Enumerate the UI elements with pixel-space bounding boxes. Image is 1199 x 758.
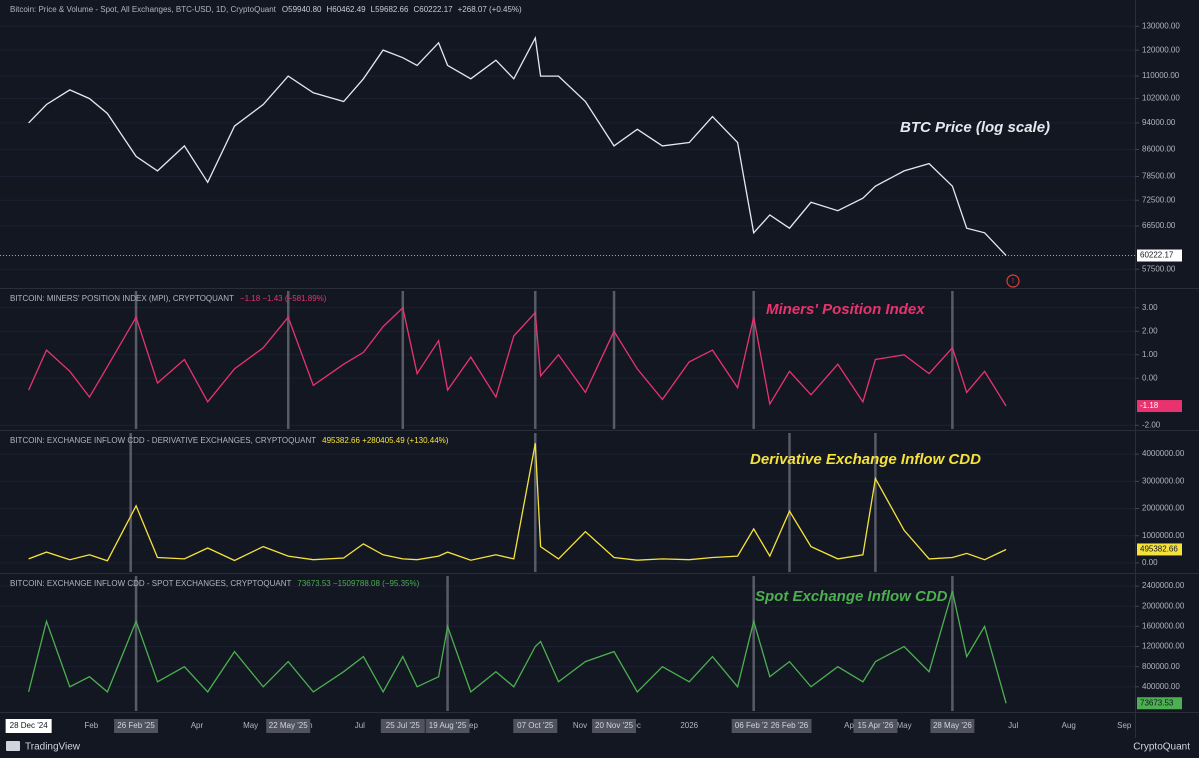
x-highlight-box — [853, 719, 898, 733]
y-tick-label: 130000.00 — [1142, 21, 1180, 30]
y-tick-label: 66500.00 — [1142, 221, 1176, 230]
y-tick-label: 4000000.00 — [1142, 449, 1185, 458]
annotation: Derivative Exchange Inflow CDD — [750, 451, 981, 468]
alert-circle — [1006, 274, 1020, 288]
x-highlight-label: 07 Oct '25 — [517, 721, 554, 730]
y-tick-label: 0.00 — [1142, 558, 1158, 567]
alert-icon: ! — [1012, 278, 1014, 285]
y-tick-label: 1600000.00 — [1142, 621, 1185, 630]
y-tick-label: 400000.00 — [1142, 682, 1180, 691]
annotation: Miners' Position Index — [766, 301, 925, 318]
x-tick-label: Apr — [844, 721, 857, 730]
series-line — [28, 35, 1007, 256]
x-highlight-label: 06 Feb '26 — [735, 721, 773, 730]
x-tick-label: Aug — [1062, 721, 1076, 730]
x-highlight-box — [380, 719, 425, 733]
ohlc-value: +268.07 (+0.45%) — [458, 5, 522, 14]
x-tick-label: Jul — [355, 721, 365, 730]
y-tick-label: 3.00 — [1142, 303, 1158, 312]
pane-title: Bitcoin: Price & Volume - Spot, All Exch… — [10, 5, 277, 14]
x-tick-label: 28 Dec '24 — [10, 721, 49, 730]
last-value-label: 73673.53 — [1140, 698, 1174, 707]
last-value-tag — [1137, 249, 1182, 262]
annotation: BTC Price (log scale) — [900, 119, 1050, 136]
y-tick-label: 72500.00 — [1142, 195, 1176, 204]
x-highlight-label: 25 Jul '25 — [386, 721, 421, 730]
y-tick-label: 3000000.00 — [1142, 476, 1185, 485]
x-tick-label: May — [896, 721, 911, 730]
ohlc-value: H60462.49 — [326, 5, 366, 14]
y-tick-label: 0.00 — [1142, 373, 1158, 382]
x-highlight-label: 19 Aug '25 — [429, 721, 467, 730]
x-highlight-box — [767, 719, 812, 733]
pane-stats: −1.18 −1.43 (−581.89%) — [240, 294, 327, 303]
y-tick-label: 110000.00 — [1142, 71, 1180, 80]
x-tick-label: May — [243, 721, 258, 730]
pane-title: BITCOIN: MINERS' POSITION INDEX (MPI), C… — [10, 294, 234, 303]
y-tick-label: 1000000.00 — [1142, 531, 1185, 540]
y-tick-label: 57500.00 — [1142, 264, 1176, 273]
x-highlight-box — [930, 719, 975, 733]
x-highlight-box — [513, 719, 558, 733]
pane-title: BITCOIN: EXCHANGE INFLOW CDD - DERIVATIV… — [10, 436, 316, 445]
x-highlight-label: 28 May '26 — [933, 721, 972, 730]
x-highlight-box — [266, 719, 311, 733]
x-tick-label: Jul — [1008, 721, 1018, 730]
y-tick-label: 2400000.00 — [1142, 581, 1185, 590]
series-line — [27, 590, 1007, 704]
last-value-tag — [1137, 400, 1182, 413]
y-tick-label: 102000.00 — [1142, 94, 1180, 103]
x-tick-label: Feb — [84, 721, 98, 730]
x-tick-label: Apr — [191, 721, 204, 730]
last-value-tag — [1137, 697, 1182, 710]
series-line — [28, 443, 1007, 562]
y-tick-label: 800000.00 — [1142, 662, 1180, 671]
x-highlight-label: 15 Apr '26 — [858, 721, 894, 730]
last-value-label: -1.18 — [1140, 401, 1159, 410]
ohlc-value: O59940.80 — [282, 5, 322, 14]
x-tick-label: Sep — [464, 721, 479, 730]
x-highlight-label: 26 Feb '25 — [117, 721, 155, 730]
x-highlight-label: 26 Feb '26 — [771, 721, 809, 730]
y-tick-label: 86000.00 — [1142, 144, 1176, 153]
footer-left: TradingView — [25, 742, 81, 753]
last-value-label: 60222.17 — [1140, 251, 1174, 260]
y-tick-label: 94000.00 — [1142, 118, 1176, 127]
x-tick-label: Nov — [573, 721, 587, 730]
y-tick-label: 120000.00 — [1142, 45, 1180, 54]
x-highlight-box — [731, 719, 776, 733]
pane-stats: 495382.66 +280405.49 (+130.44%) — [322, 436, 449, 445]
x-highlight-label: 22 May '25 — [269, 721, 308, 730]
last-value-label: 495382.66 — [1140, 545, 1178, 554]
y-tick-label: 78500.00 — [1142, 172, 1176, 181]
x-highlight-box — [114, 719, 159, 733]
x-tick-label: 2026 — [680, 721, 698, 730]
y-tick-label: 2000000.00 — [1142, 504, 1185, 513]
x-highlight-box — [425, 719, 470, 733]
x-tick-box — [5, 719, 52, 733]
pane-title: BITCOIN: EXCHANGE INFLOW CDD - SPOT EXCH… — [10, 579, 291, 588]
y-tick-label: 1.00 — [1142, 350, 1158, 359]
y-tick-label: 1200000.00 — [1142, 642, 1185, 651]
ohlc-value: L59682.66 — [371, 5, 409, 14]
x-highlight-box — [592, 719, 637, 733]
y-tick-label: 2.00 — [1142, 326, 1158, 335]
series-line — [28, 306, 1007, 407]
last-value-tag — [1137, 543, 1182, 556]
y-tick-label: 2000000.00 — [1142, 601, 1185, 610]
x-highlight-label: 20 Nov '25 — [595, 721, 634, 730]
tradingview-logo — [6, 741, 20, 751]
y-tick-label: -2.00 — [1142, 420, 1161, 429]
ohlc-value: C60222.17 — [413, 5, 453, 14]
pane-stats: 73673.53 −1509788.08 (−95.35%) — [297, 579, 419, 588]
footer-right: CryptoQuant — [1133, 742, 1190, 753]
x-tick-label: Sep — [1117, 721, 1132, 730]
annotation: Spot Exchange Inflow CDD — [755, 588, 948, 605]
